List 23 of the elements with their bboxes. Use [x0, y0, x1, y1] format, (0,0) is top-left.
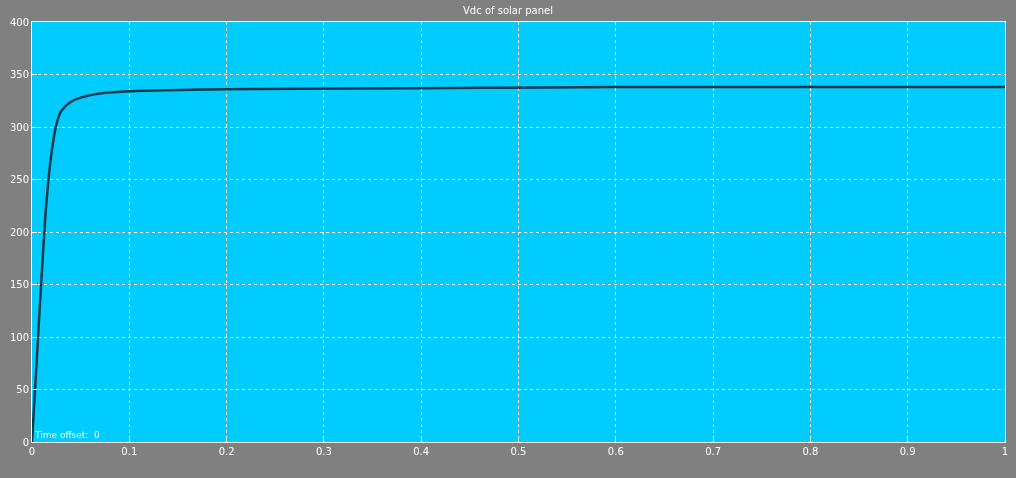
y-tick-label: 0	[22, 436, 29, 448]
x-tick-label: 0.6	[607, 446, 624, 457]
y-tick-label: 50	[16, 384, 29, 395]
x-tick-label: 0.3	[315, 446, 332, 457]
y-tick-label: 100	[9, 331, 29, 343]
x-tick-label: 0.1	[121, 446, 138, 457]
y-tick-label: 250	[9, 174, 29, 185]
y-tick-label: 300	[9, 121, 29, 133]
chart-title: Vdc of solar panel	[463, 5, 553, 17]
x-tick-label: 0.5	[510, 446, 527, 457]
x-tick-label: 1	[1001, 446, 1009, 457]
annotation: Time offset: 0	[34, 430, 101, 440]
y-tick-label: 350	[9, 69, 29, 80]
x-tick-label: 0.7	[705, 446, 722, 457]
y-tick-label: 200	[9, 226, 29, 238]
x-tick-label: 0.4	[413, 446, 430, 457]
x-tick-label: 0.9	[899, 446, 916, 457]
x-tick-label: 0.8	[802, 446, 819, 457]
x-tick-label: 0	[28, 446, 36, 457]
y-tick-label: 400	[9, 16, 29, 28]
y-tick-label: 150	[9, 279, 29, 290]
line-series	[32, 85, 1005, 442]
x-tick-label: 0.2	[218, 446, 235, 457]
